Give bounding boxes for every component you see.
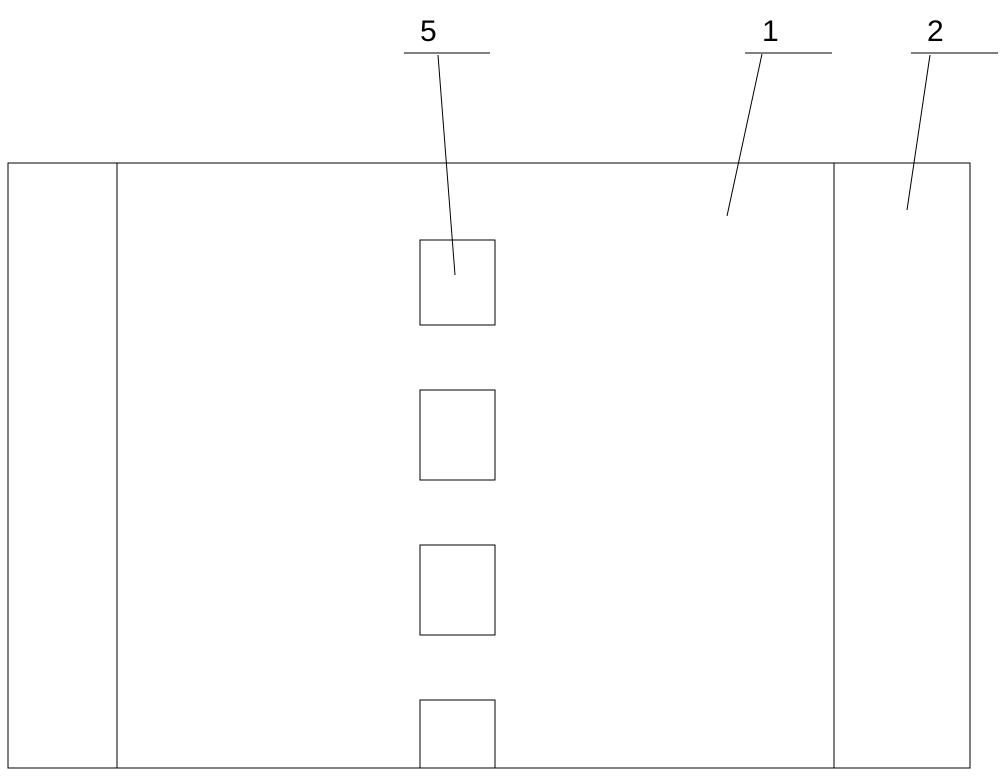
diagram-svg — [0, 0, 1000, 778]
label-1: 1 — [762, 15, 780, 49]
label-5: 5 — [420, 15, 438, 49]
label-2: 2 — [927, 15, 945, 49]
